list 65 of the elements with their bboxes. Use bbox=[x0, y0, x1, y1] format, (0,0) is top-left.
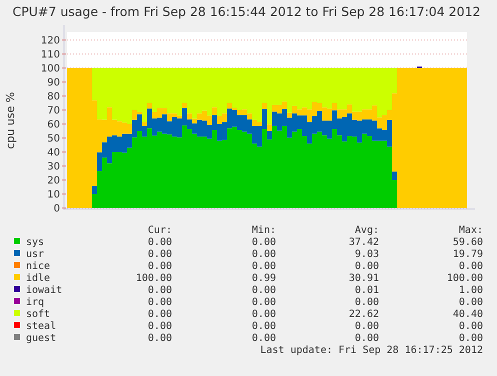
text: 0.00 bbox=[148, 261, 172, 272]
text: 0.00 bbox=[148, 249, 172, 260]
text: 0.00 bbox=[252, 261, 276, 272]
y-tick-label: 110 bbox=[40, 50, 60, 60]
text: 0.99 bbox=[252, 273, 276, 284]
y-tick-label: 90 bbox=[47, 78, 60, 88]
text: 100.00 bbox=[136, 273, 172, 284]
y-tick-label: 10 bbox=[47, 190, 60, 200]
text: 30.91 bbox=[348, 273, 379, 284]
legend-label: nice bbox=[26, 261, 50, 272]
chart-title: CPU#7 usage - from Fri Sep 28 16:15:44 2012 to Fri Sep 28 16:17:04 2012 bbox=[12, 4, 480, 19]
text: 0.00 bbox=[458, 333, 483, 344]
text: 1.00 bbox=[458, 285, 483, 296]
text: 0.00 bbox=[354, 321, 379, 332]
text: Avg: bbox=[354, 225, 379, 236]
legend-label: sys bbox=[26, 237, 44, 248]
legend-label: usr bbox=[26, 249, 44, 260]
text: 0.00 bbox=[354, 333, 379, 344]
text: 37.42 bbox=[348, 237, 379, 248]
y-tick-label: 80 bbox=[47, 92, 60, 102]
text: 0.00 bbox=[354, 261, 379, 272]
text: 0.00 bbox=[148, 285, 172, 296]
text: 0.00 bbox=[252, 309, 276, 320]
y-tick-label: 20 bbox=[47, 176, 60, 186]
text: 22.62 bbox=[348, 309, 379, 320]
text: 0.00 bbox=[148, 333, 172, 344]
text: 0.00 bbox=[148, 297, 172, 308]
y-axis-title: cpu use % bbox=[4, 92, 17, 149]
text: 0.00 bbox=[458, 261, 483, 272]
text: 0.01 bbox=[354, 285, 379, 296]
legend-label: iowait bbox=[26, 285, 62, 296]
text: 0.00 bbox=[252, 285, 276, 296]
text: Max: bbox=[458, 225, 483, 236]
text: 9.03 bbox=[354, 249, 379, 260]
text: Min: bbox=[252, 225, 276, 236]
text: 0.00 bbox=[458, 321, 483, 332]
legend-label: guest bbox=[26, 333, 56, 344]
text: Cur: bbox=[148, 225, 172, 236]
text: 0.00 bbox=[252, 297, 276, 308]
text: 0.00 bbox=[252, 249, 276, 260]
y-tick-label: 120 bbox=[40, 36, 60, 46]
text: 0.00 bbox=[252, 333, 276, 344]
text: 59.60 bbox=[452, 237, 483, 248]
text: 40.40 bbox=[452, 309, 483, 320]
text: 0.00 bbox=[148, 237, 172, 248]
y-tick-label: 0 bbox=[54, 204, 60, 214]
legend-label: soft bbox=[26, 309, 50, 320]
text: 0.00 bbox=[252, 321, 276, 332]
text: 100.00 bbox=[446, 273, 483, 284]
legend-label: idle bbox=[26, 273, 50, 284]
text: 0.00 bbox=[148, 321, 172, 332]
y-tick-label: 40 bbox=[47, 148, 60, 158]
text: 19.79 bbox=[452, 249, 483, 260]
y-tick-label: 100 bbox=[40, 64, 60, 74]
text: 0.00 bbox=[354, 297, 379, 308]
text: 0.00 bbox=[148, 309, 172, 320]
legend-label: steal bbox=[26, 321, 56, 332]
y-tick-label: 60 bbox=[47, 120, 60, 130]
text: Last update: Fri Sep 28 16:17:25 2012 bbox=[260, 345, 483, 356]
y-tick-label: 30 bbox=[47, 162, 60, 172]
text: 0.00 bbox=[458, 297, 483, 308]
y-tick-label: 70 bbox=[47, 106, 60, 116]
y-tick-label: 50 bbox=[47, 134, 60, 144]
legend-label: irq bbox=[26, 297, 44, 308]
text: 0.00 bbox=[252, 237, 276, 248]
